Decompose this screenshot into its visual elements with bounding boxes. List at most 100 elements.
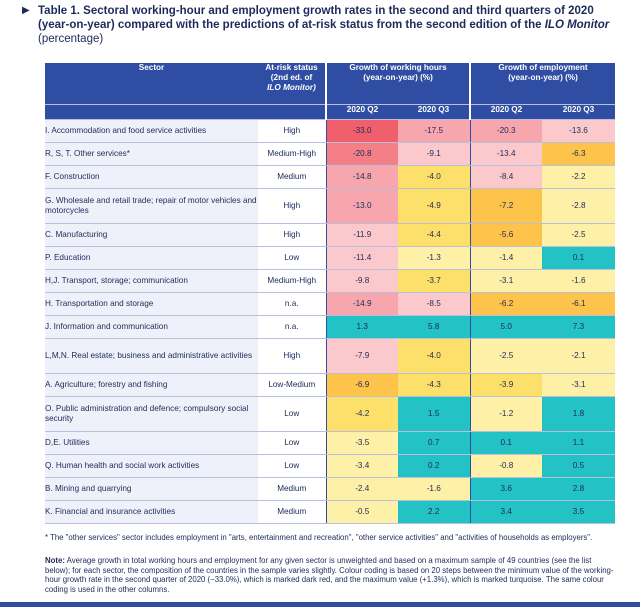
table-row: R, S, T. Other services* Medium-High -20.8… <box>45 142 615 166</box>
employment-q2-value: -20.3 <box>469 119 542 143</box>
sector-name: H. Transportation and storage <box>45 292 258 316</box>
hours-q3-value: -17.5 <box>398 119 470 143</box>
risk-status: Medium <box>258 500 326 524</box>
employment-q2-value: -8.4 <box>469 165 542 189</box>
employment-q3-value: 0.5 <box>542 454 615 478</box>
employment-q2-value: -3.1 <box>469 269 542 293</box>
sector-growth-table: Sector At-risk status (2nd ed. of ILO Mo… <box>45 63 615 524</box>
employment-q3-value: 3.5 <box>542 500 615 524</box>
sector-name: Q. Human health and social work activiti… <box>45 454 258 478</box>
employment-q3-value: 7.3 <box>542 315 615 339</box>
hours-q2-value: -14.9 <box>325 292 398 316</box>
risk-status: Low <box>258 396 326 432</box>
bottom-divider <box>0 602 640 607</box>
risk-status: Low-Medium <box>258 373 326 397</box>
table-row: B. Mining and quarrying Medium -2.4 -1.6 3.6… <box>45 477 615 501</box>
hours-q3-value: -9.1 <box>398 142 470 166</box>
risk-status: Medium-High <box>258 269 326 293</box>
sector-name: A. Agriculture; forestry and fishing <box>45 373 258 397</box>
table-row: F. Construction Medium -14.8 -4.0 -8.4 -2.2 <box>45 165 615 189</box>
hours-q2-value: -0.5 <box>325 500 398 524</box>
hours-q2-value: -33.0 <box>325 119 398 143</box>
hours-q2-value: -4.2 <box>325 396 398 432</box>
hours-q2-value: -3.5 <box>325 431 398 455</box>
sector-name: B. Mining and quarrying <box>45 477 258 501</box>
header-risk-line2: (2nd ed. of <box>270 73 313 82</box>
sector-name: G. Wholesale and retail trade; repair of… <box>45 188 258 224</box>
sector-name: O. Public administration and defence; co… <box>45 396 258 432</box>
employment-q3-value: 1.1 <box>542 431 615 455</box>
employment-q3-value: -1.6 <box>542 269 615 293</box>
sector-name: C. Manufacturing <box>45 223 258 247</box>
employment-q2-value: -3.9 <box>469 373 542 397</box>
header-risk: At-risk status (2nd ed. of ILO Monitor) <box>258 63 326 105</box>
table-row: J. Information and communication n.a. 1.3 5… <box>45 315 615 339</box>
employment-q2-value: 3.6 <box>469 477 542 501</box>
hours-q3-value: -4.4 <box>398 223 470 247</box>
sector-name: K. Financial and insurance activities <box>45 500 258 524</box>
risk-status: Low <box>258 454 326 478</box>
note: Note: Average growth in total working ho… <box>45 556 615 594</box>
table-row: O. Public administration and defence; co… <box>45 396 615 432</box>
sector-name: P. Education <box>45 246 258 270</box>
hours-q2-value: -11.4 <box>325 246 398 270</box>
risk-status: Medium <box>258 165 326 189</box>
header-sector: Sector <box>45 63 258 105</box>
table-row: C. Manufacturing High -11.9 -4.4 -5.6 -2.5 <box>45 223 615 247</box>
sector-name: L,M,N. Real estate; business and adminis… <box>45 338 258 374</box>
hours-q3-value: 0.2 <box>398 454 470 478</box>
employment-q2-value: -1.4 <box>469 246 542 270</box>
hours-q3-value: 5.8 <box>398 315 470 339</box>
hours-q2-value: -20.8 <box>325 142 398 166</box>
table-row: L,M,N. Real estate; business and adminis… <box>45 338 615 374</box>
employment-q3-value: 2.8 <box>542 477 615 501</box>
header-emp-line1: Growth of employment <box>498 63 588 72</box>
hours-q3-value: -1.3 <box>398 246 470 270</box>
hours-q2-value: -13.0 <box>325 188 398 224</box>
table-row: H. Transportation and storage n.a. -14.9 -8… <box>45 292 615 316</box>
employment-q2-value: -0.8 <box>469 454 542 478</box>
hours-q3-value: -3.7 <box>398 269 470 293</box>
employment-q2-value: -6.2 <box>469 292 542 316</box>
table-row: K. Financial and insurance activities Med… <box>45 500 615 524</box>
risk-status: n.a. <box>258 292 326 316</box>
hours-q3-value: -4.0 <box>398 338 470 374</box>
hours-q3-value: -8.5 <box>398 292 470 316</box>
risk-status: Low <box>258 246 326 270</box>
employment-q3-value: -2.1 <box>542 338 615 374</box>
employment-q3-value: -13.6 <box>542 119 615 143</box>
header-hours-line1: Growth of working hours <box>349 63 447 72</box>
employment-q3-value: -2.2 <box>542 165 615 189</box>
table-row: H,J. Transport, storage; communication Me… <box>45 269 615 293</box>
employment-q3-value: 1.8 <box>542 396 615 432</box>
table-title: ▶ Table 1. Sectoral working-hour and emp… <box>22 4 622 46</box>
table-row: P. Education Low -11.4 -1.3 -1.4 0.1 <box>45 246 615 270</box>
header-hours-line2: (year-on-year) (%) <box>363 73 433 82</box>
risk-status: Medium-High <box>258 142 326 166</box>
header-hours-q2: 2020 Q2 <box>325 104 398 120</box>
risk-status: n.a. <box>258 315 326 339</box>
title-plain-text: (percentage) <box>38 33 104 45</box>
employment-q3-value: -6.1 <box>542 292 615 316</box>
table-row: I. Accommodation and food service activi… <box>45 119 615 143</box>
hours-q2-value: -14.8 <box>325 165 398 189</box>
hours-q3-value: -4.9 <box>398 188 470 224</box>
header-hours: Growth of working hours (year-on-year) (… <box>325 63 470 105</box>
employment-q2-value: 5.0 <box>469 315 542 339</box>
employment-q2-value: 0.1 <box>469 431 542 455</box>
table-row: G. Wholesale and retail trade; repair of… <box>45 188 615 224</box>
hours-q2-value: -7.9 <box>325 338 398 374</box>
header-emp-line2: (year-on-year) (%) <box>508 73 578 82</box>
hours-q3-value: 0.7 <box>398 431 470 455</box>
hours-q2-value: -3.4 <box>325 454 398 478</box>
employment-q3-value: -2.5 <box>542 223 615 247</box>
sector-name: J. Information and communication <box>45 315 258 339</box>
risk-status: High <box>258 223 326 247</box>
header-risk-line1: At-risk status <box>265 63 318 72</box>
hours-q2-value: -6.9 <box>325 373 398 397</box>
employment-q2-value: -1.2 <box>469 396 542 432</box>
hours-q3-value: -4.0 <box>398 165 470 189</box>
risk-status: Low <box>258 431 326 455</box>
header-emp-q3: 2020 Q3 <box>542 104 615 120</box>
table-row: A. Agriculture; forestry and fishing Low-… <box>45 373 615 397</box>
